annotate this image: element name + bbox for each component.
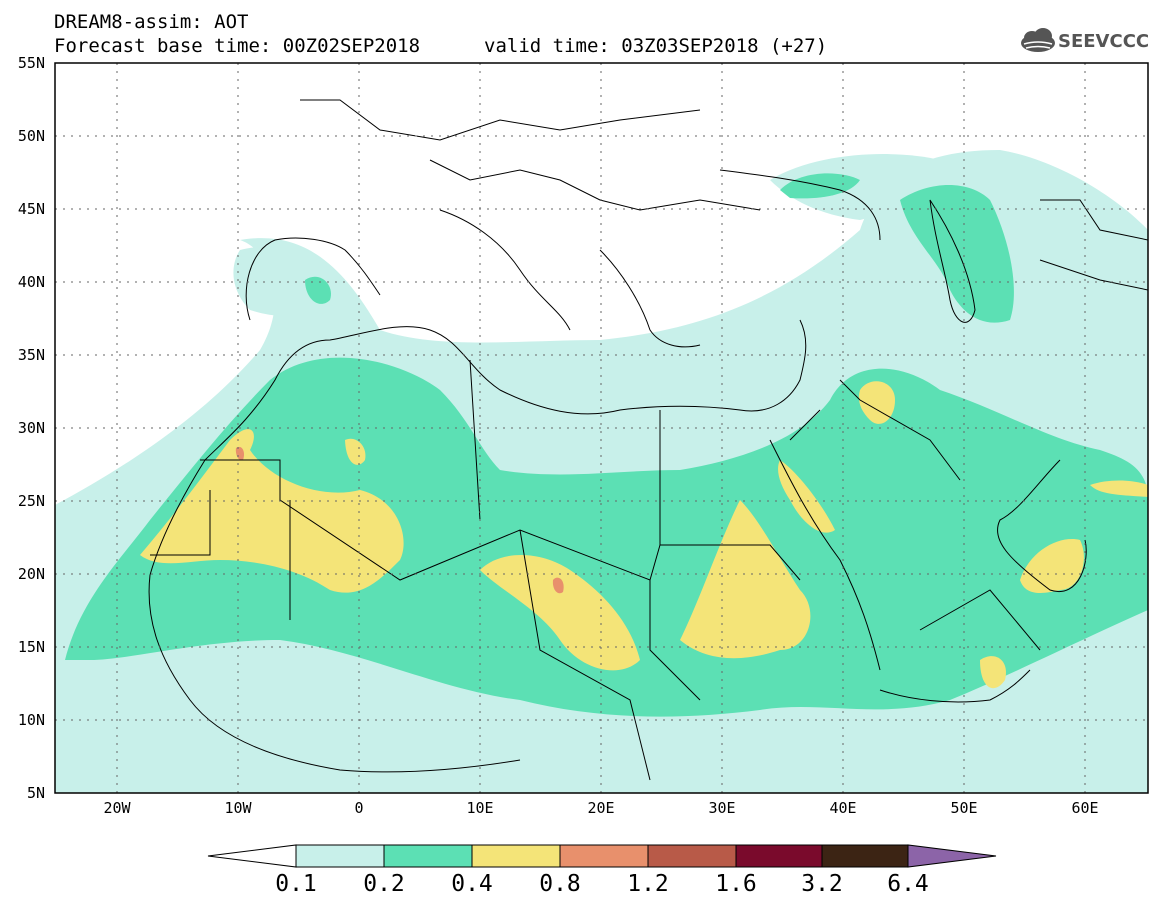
lon-label: 30E — [708, 799, 735, 817]
country-border — [300, 99, 701, 141]
lat-label: 10N — [18, 711, 45, 729]
lat-label: 45N — [18, 200, 45, 218]
aot-band-0.2 — [900, 185, 1014, 323]
valid-time: valid time: 03Z03SEP2018 (+27) — [484, 35, 828, 57]
colorbar-label: 0.1 — [275, 871, 317, 897]
coastline — [599, 249, 701, 348]
lon-label: 60E — [1071, 799, 1098, 817]
aot-band-0.4 — [345, 438, 366, 465]
colorbar-label: 1.2 — [627, 871, 669, 897]
country-border — [1039, 199, 1148, 291]
colorbar-label: 6.4 — [887, 871, 929, 897]
country-border — [519, 529, 701, 781]
lon-label: 10W — [224, 799, 252, 817]
country-border — [789, 379, 1041, 651]
lat-label: 5N — [27, 784, 45, 802]
aot-band-0.4 — [858, 381, 895, 424]
colorbar-swatch — [383, 844, 473, 868]
lon-label: 50E — [950, 799, 977, 817]
colorbar-label: 0.4 — [451, 871, 493, 897]
aot-band-0.4 — [1090, 480, 1148, 497]
coastline — [439, 209, 571, 331]
map-title: DREAM8-assim: AOT — [54, 11, 249, 33]
coastline — [719, 169, 881, 241]
cloud-icon — [1021, 28, 1055, 52]
lat-label: 50N — [18, 127, 45, 145]
lon-label: 0 — [354, 799, 363, 817]
lat-label: 30N — [18, 419, 45, 437]
coastlines — [148, 99, 1148, 781]
aot-band-0.2 — [780, 173, 860, 199]
lat-label: 55N — [18, 54, 45, 72]
colorbar-swatch — [295, 844, 385, 868]
aot-band-0.4 — [480, 555, 640, 671]
country-border — [429, 159, 761, 211]
lat-label: 15N — [18, 638, 45, 656]
aot-band-0.1 — [233, 246, 330, 316]
lon-label: 40E — [829, 799, 856, 817]
aot-band-0.4 — [680, 500, 811, 659]
aot-band-0.4 — [980, 656, 1006, 689]
map-frame — [54, 62, 1149, 794]
coastline — [245, 237, 381, 321]
aot-band-0.2 — [305, 276, 331, 304]
lon-label: 20E — [587, 799, 614, 817]
lat-label: 35N — [18, 346, 45, 364]
colorbar-low-arrow — [207, 844, 297, 868]
colorbar-label: 0.2 — [363, 871, 405, 897]
colorbar-swatch — [735, 844, 823, 868]
colorbar-swatch — [821, 844, 909, 868]
map-grid — [55, 63, 1148, 793]
colorbar-swatch — [471, 844, 561, 868]
colorbar-label: 1.6 — [715, 871, 757, 897]
colorbar-label: 3.2 — [801, 871, 843, 897]
aot-band-0.4 — [778, 460, 835, 533]
forecast-base-time: Forecast base time: 00Z02SEP2018 — [54, 35, 421, 57]
coastline — [148, 574, 521, 773]
lat-label: 40N — [18, 273, 45, 291]
coastline — [879, 669, 1031, 703]
colorbar-high-arrow — [907, 844, 997, 868]
colorbar-swatch — [647, 844, 737, 868]
country-border — [150, 359, 661, 620]
coastline — [149, 319, 807, 576]
lat-label: 25N — [18, 492, 45, 510]
colorbar-swatch — [559, 844, 649, 868]
lon-axis: 20W 10W 0 10E 20E 30E 40E 50E 60E — [103, 799, 1098, 817]
lat-label: 20N — [18, 565, 45, 583]
coastline — [929, 199, 976, 323]
colorbar: 0.1 0.2 0.4 0.8 1.2 1.6 3.2 6.4 — [207, 844, 997, 897]
aot-band-0.8 — [552, 577, 564, 594]
lon-label: 10E — [466, 799, 493, 817]
colorbar-label: 0.8 — [539, 871, 581, 897]
lat-axis: 55N 50N 45N 40N 35N 30N 25N 20N 15N 10N … — [18, 54, 45, 802]
coastline — [996, 459, 1087, 593]
coastline — [769, 439, 881, 671]
lon-label: 20W — [103, 799, 131, 817]
aot-band-0.1 — [770, 154, 944, 220]
logo — [1021, 28, 1055, 52]
aot-band-0.2 — [65, 357, 1148, 717]
logo-text: SEEVCCC — [1058, 31, 1150, 52]
aot-band-0.4 — [140, 429, 404, 593]
